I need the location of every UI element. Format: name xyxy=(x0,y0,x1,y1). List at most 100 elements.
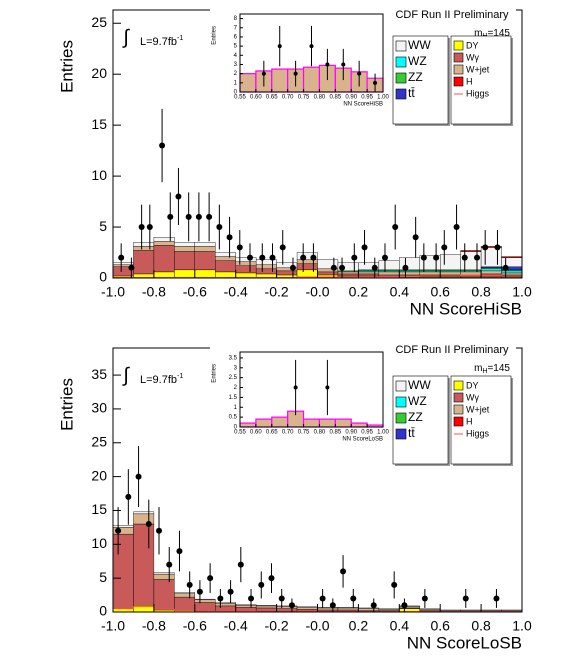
stack-segment xyxy=(480,247,502,267)
data-point xyxy=(115,527,122,534)
stack-segment xyxy=(358,271,380,275)
stack-segment xyxy=(235,605,257,608)
y-tick-label: 25 xyxy=(91,433,107,449)
inset-bar xyxy=(255,418,273,428)
data-point xyxy=(175,193,182,200)
panel: -1.0 -0.8 -0.6 -0.4 -0.2 -0.0 0.2 0.4 0.6 0.8 1.00… xyxy=(57,343,532,652)
data-point xyxy=(350,595,357,602)
stack-segment xyxy=(480,270,502,275)
legend-swatch xyxy=(395,380,407,392)
stack-segment xyxy=(215,605,236,612)
x-tick-label: 1.00 xyxy=(377,430,389,436)
stack-segment xyxy=(255,607,277,612)
signal-line xyxy=(113,274,522,278)
y-tick-label: 5 xyxy=(234,44,238,50)
stack-segment xyxy=(153,579,175,611)
y-tick-label: 2 xyxy=(234,385,238,391)
stack-segment xyxy=(215,252,236,257)
stack-segment xyxy=(133,523,155,606)
stack-segment xyxy=(337,609,359,612)
legend-swatch xyxy=(453,380,464,391)
stack-segment xyxy=(255,605,277,607)
y-tick-label: 15 xyxy=(91,116,107,132)
data-point xyxy=(167,213,174,220)
stack-segment xyxy=(358,273,380,277)
inset-bar xyxy=(271,68,289,93)
data-point xyxy=(357,71,362,76)
x-tick-label: 0.55 xyxy=(234,430,246,436)
lumi-integral: ∫ xyxy=(122,26,130,48)
mass-value: =145 xyxy=(487,28,510,39)
y-tick-label: 5 xyxy=(99,218,107,234)
plot-frame xyxy=(239,13,384,93)
data-point xyxy=(216,224,223,231)
stack-segment xyxy=(215,603,236,607)
data-point xyxy=(310,254,317,261)
data-point xyxy=(236,244,243,251)
y-axis-title: Entries xyxy=(57,378,76,431)
lumi-text: L=9.7fb xyxy=(140,36,177,48)
stack-segment xyxy=(194,251,216,271)
data-point xyxy=(341,62,346,67)
inset-bar xyxy=(302,66,321,93)
data-point xyxy=(268,575,275,582)
lumi-sup: -1 xyxy=(177,35,183,42)
data-point xyxy=(502,264,509,271)
y-tick-label: 0 xyxy=(99,603,107,619)
stack-segment xyxy=(460,609,482,611)
legend-label: H xyxy=(466,416,473,426)
inset-y-title: Entries xyxy=(212,26,218,45)
x-tick-label: 0.90 xyxy=(345,95,357,101)
stack-segment xyxy=(255,259,277,265)
data-point xyxy=(391,581,398,588)
legend-label: H xyxy=(466,76,473,86)
x-tick-label: 0.70 xyxy=(282,430,294,436)
data-point xyxy=(185,213,192,220)
y-tick-label: 1 xyxy=(234,405,238,411)
data-point xyxy=(159,142,166,149)
stack-segment xyxy=(460,250,482,252)
stack-segment xyxy=(235,607,257,612)
stack-segment xyxy=(296,607,318,610)
data-point xyxy=(319,595,326,602)
stack-segment xyxy=(215,256,236,261)
y-tick-label: 2 xyxy=(234,71,238,77)
stack-segment xyxy=(358,608,380,611)
data-point xyxy=(207,575,214,582)
data-point xyxy=(247,254,254,261)
data-point xyxy=(381,254,388,261)
stack-segment xyxy=(337,607,359,611)
y-axis-title: Entries xyxy=(57,40,76,93)
data-point xyxy=(421,595,428,602)
stack-segment xyxy=(112,262,134,265)
y-tick-label: 10 xyxy=(91,167,107,183)
stack-segment xyxy=(480,246,502,248)
legend-label: ZZ xyxy=(408,70,423,84)
stack-segment xyxy=(194,599,216,603)
stack-segment xyxy=(194,246,216,252)
x-tick-label: 0.95 xyxy=(361,95,373,101)
stack-segment xyxy=(174,269,196,279)
legend-swatch xyxy=(453,40,464,51)
data-point xyxy=(145,521,152,527)
data-point xyxy=(176,548,183,555)
stack-segment xyxy=(255,264,277,270)
panel: -1.0 -0.8 -0.6 -0.4 -0.2 -0.0 0.2 0.4 0.6 0.8 1.00… xyxy=(57,8,532,318)
stack-segment xyxy=(174,592,196,594)
legend-label: WZ xyxy=(408,54,427,68)
stack-segment xyxy=(501,270,523,274)
legend-label: ZZ xyxy=(408,410,423,424)
data-point xyxy=(125,493,132,500)
y-tick-label: 20 xyxy=(91,467,107,483)
x-tick-label: 0.80 xyxy=(314,430,326,436)
stack-segment xyxy=(194,269,216,279)
x-tick-label: 1.0 xyxy=(512,618,532,634)
y-tick-label: 35 xyxy=(91,366,107,382)
stack-segment xyxy=(174,251,196,271)
x-tick-label: 0.65 xyxy=(266,95,278,101)
stack-segment xyxy=(419,609,441,611)
legend-label: DY xyxy=(466,40,479,50)
x-tick-label: 0.90 xyxy=(345,430,357,436)
